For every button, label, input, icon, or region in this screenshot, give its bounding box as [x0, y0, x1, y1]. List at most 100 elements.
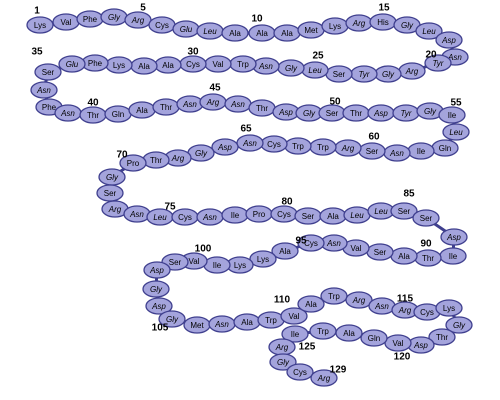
residue-89: Thr [414, 249, 442, 267]
residue-5: Arg [124, 11, 152, 29]
residue-67: Gly [187, 144, 215, 162]
residue-86: Ser [412, 209, 440, 227]
residue-118: Thr [428, 328, 456, 346]
residue-91: Ser [366, 243, 394, 261]
residue-37: Asn [30, 81, 58, 99]
residue-label: Asp [217, 143, 232, 152]
residue-119: Asp [407, 336, 435, 354]
residue-label: Trp [292, 142, 304, 151]
position-label-25: 25 [312, 51, 324, 62]
residue-120: Val [384, 334, 412, 352]
residue-label: Thr [436, 333, 448, 342]
residue-52: Asp [367, 104, 395, 122]
residue-label: Leu [203, 27, 217, 36]
residue-label: Leu [374, 207, 388, 216]
residue-label: Thr [150, 156, 162, 165]
position-label-55: 55 [450, 98, 462, 109]
residue-label: Ile [291, 330, 300, 339]
residue-label: Met [190, 321, 204, 330]
residue-label: Glu [66, 60, 79, 69]
residue-label: Pro [127, 159, 140, 168]
residue-label: Asn [36, 86, 51, 95]
residue-label: Ser [374, 248, 387, 257]
residue-label: Arg [171, 154, 185, 163]
residue-label: Trp [317, 327, 329, 336]
residue-label: Ile [213, 261, 222, 270]
position-label-90: 90 [420, 239, 432, 250]
residue-32: Ala [130, 57, 158, 75]
residue-44: Asn [176, 95, 204, 113]
residue-21: Arg [398, 62, 426, 80]
position-label-120: 120 [394, 352, 411, 363]
residue-label: Leu [422, 27, 436, 36]
residue-label: His [377, 18, 389, 27]
residue-98: Ile [203, 256, 231, 274]
residue-2: Val [52, 13, 80, 31]
residue-bead [345, 291, 373, 309]
residue-bead [249, 250, 277, 268]
residue-bead [58, 55, 86, 73]
position-label-100: 100 [195, 244, 212, 255]
residue-103: Asp [145, 297, 173, 315]
residue-4: Gly [100, 8, 128, 26]
residue-label: Thr [256, 104, 268, 113]
residue-label: Lys [257, 255, 269, 264]
residue-label: Asp [151, 302, 166, 311]
residue-label: Ser [398, 207, 411, 216]
residue-label: Gly [285, 64, 298, 73]
residue-label: Gly [150, 285, 163, 294]
residue-101: Asp [143, 261, 171, 279]
residue-30: Cys [179, 55, 207, 73]
residue-label: Cys [267, 140, 281, 149]
residue-113: Asn [368, 297, 396, 315]
residue-label: Asp [413, 341, 428, 350]
residue-18: Asp [435, 31, 463, 49]
position-label-60: 60 [368, 132, 380, 143]
residue-9: Ala [221, 24, 249, 42]
residue-bead [442, 123, 470, 141]
residue-51: Thr [342, 104, 370, 122]
residue-label: Asn [389, 149, 404, 158]
residue-label: Arg [317, 374, 331, 383]
residue-label: Val [61, 18, 72, 27]
residue-label: Asn [242, 139, 257, 148]
residue-45: Arg [199, 93, 227, 111]
residue-81: Ser [294, 207, 322, 225]
residue-123: Trp [309, 322, 337, 340]
residue-bead [34, 63, 62, 81]
residue-87: Asp [440, 228, 468, 246]
residue-bead [143, 261, 171, 279]
residue-label: Asp [446, 233, 461, 242]
residue-11: Ala [273, 24, 301, 42]
residue-label: Asn [129, 210, 144, 219]
residue-label: Gly [424, 107, 437, 116]
residue-label: Ala [138, 62, 150, 71]
residue-56: Leu [442, 123, 470, 141]
residue-label: Gly [401, 21, 414, 30]
position-label-105: 105 [152, 323, 169, 334]
residue-bead [424, 54, 452, 72]
residue-label: Ser [104, 189, 117, 198]
residue-8: Leu [196, 22, 224, 40]
residue-bead [310, 369, 338, 387]
residue-82: Ala [319, 207, 347, 225]
residue-label: Lys [113, 61, 125, 70]
residue-93: Asn [320, 234, 348, 252]
residue-label: Asn [374, 302, 389, 311]
position-label-50: 50 [329, 97, 341, 108]
residue-bead [280, 307, 308, 325]
residue-label: Arg [275, 343, 289, 352]
position-label-80: 80 [281, 197, 293, 208]
residue-label: Cys [155, 21, 169, 30]
position-label-45: 45 [209, 83, 221, 94]
residue-3: Phe [76, 10, 104, 28]
residue-bead [309, 322, 337, 340]
residue-label: Val [289, 312, 300, 321]
residue-bead [211, 138, 239, 156]
residue-bead [440, 228, 468, 246]
position-label-85: 85 [403, 189, 415, 200]
residue-label: Cys [420, 308, 434, 317]
residue-124: Ile [281, 325, 309, 343]
residue-64: Cys [260, 135, 288, 153]
